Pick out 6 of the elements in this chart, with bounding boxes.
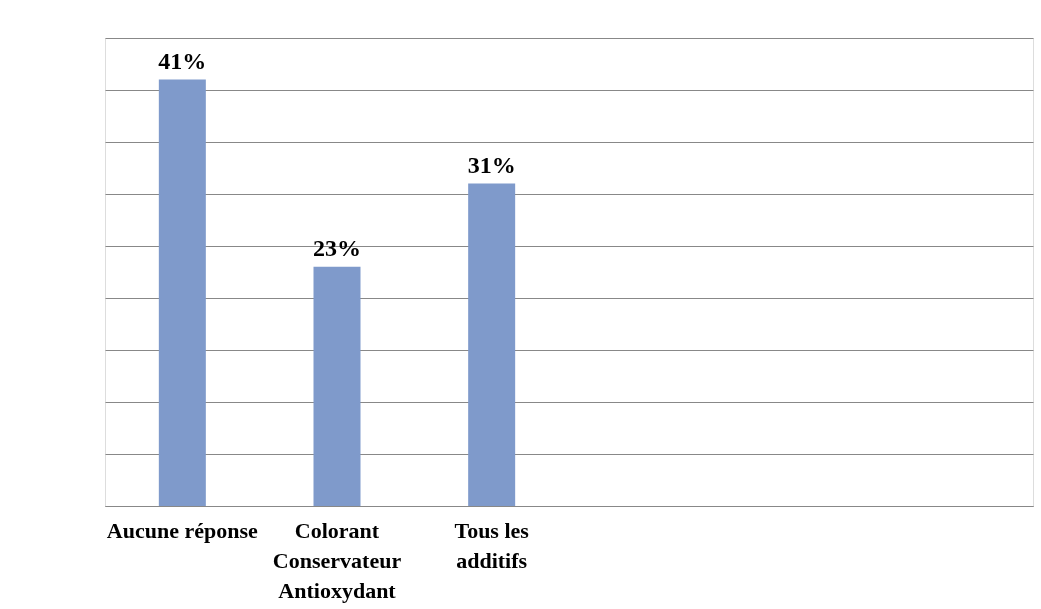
x-tick-label: Colorant Conservateur Antioxydant [272, 517, 402, 603]
x-tick-label: Tous les additifs [454, 517, 530, 573]
x-tick-label: Aucune réponse [106, 517, 259, 543]
data-label: 23% [313, 234, 361, 261]
data-label: 41% [158, 47, 207, 74]
data-label: 31% [467, 151, 516, 178]
